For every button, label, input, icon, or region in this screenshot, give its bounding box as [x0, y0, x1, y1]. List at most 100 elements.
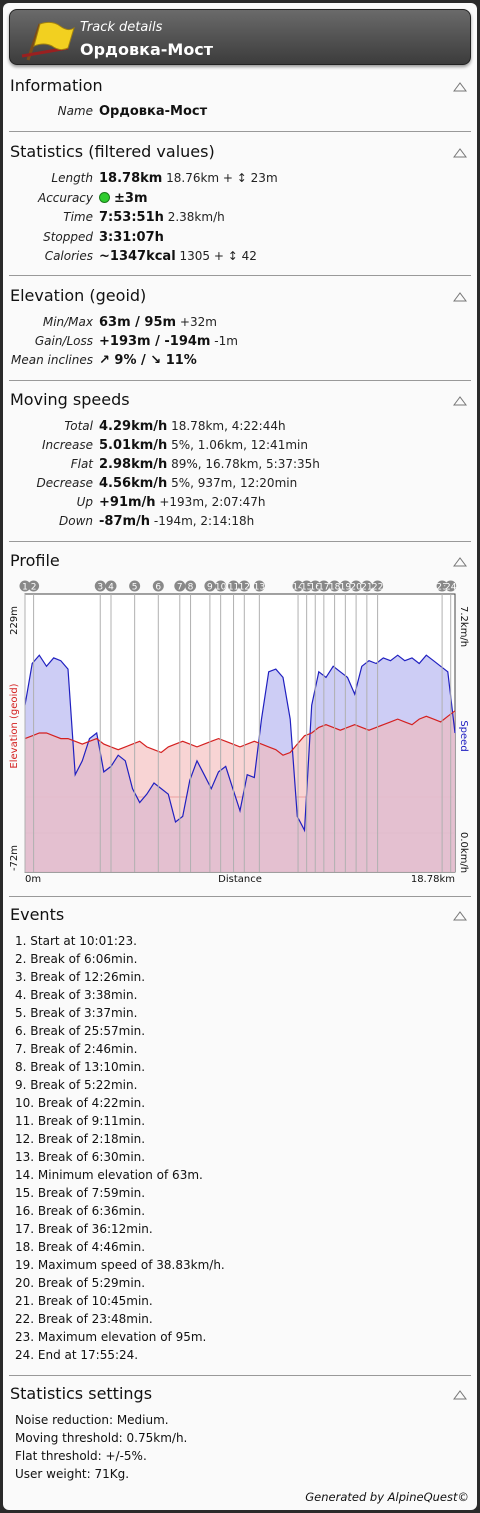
divider — [9, 1375, 471, 1376]
row-extra: 5%, 1.06km, 12:41min — [167, 438, 308, 452]
divider — [9, 541, 471, 542]
event-marker[interactable]: 6 — [152, 580, 164, 593]
list-item: Noise reduction: Medium. — [15, 1413, 169, 1427]
row-label: Decrease — [36, 476, 93, 490]
svg-text:7: 7 — [177, 583, 183, 593]
row-value: ↗ 9% / ↘ 11% — [99, 353, 197, 368]
section-events-title[interactable]: Events — [10, 905, 65, 924]
list-item: Flat threshold: +/-5%. — [15, 1449, 147, 1463]
row-extra: 18.78km, 4:22:44h — [167, 419, 286, 433]
name-value: Ордовка-Мост — [99, 104, 208, 119]
list-item: 5. Break of 3:37min. — [15, 1006, 138, 1020]
row-value: 4.56km/h — [99, 476, 168, 491]
moving-row: Increase 5.01km/h 5%, 1.06km, 12:41min — [3, 438, 477, 457]
accuracy-status-icon — [99, 191, 110, 203]
y-left-axis-label: Elevation (geoid) — [9, 683, 20, 768]
statistics-row: Time 7:53:51h 2.38km/h — [3, 210, 477, 229]
section-statistics-title[interactable]: Statistics (filtered values) — [10, 142, 215, 161]
y-right-max-label: 7.2km/h — [458, 606, 469, 647]
list-item: 16. Break of 6:36min. — [15, 1204, 146, 1218]
list-item: 1. Start at 10:01:23. — [15, 934, 137, 948]
info-name-row: Name Ордовка-Мост — [3, 104, 477, 123]
event-marker[interactable]: 11 — [228, 580, 239, 593]
list-item: 7. Break of 2:46min. — [15, 1042, 138, 1056]
event-marker[interactable]: 12 — [239, 580, 250, 593]
statistics-row: Accuracy ±3m — [3, 191, 477, 210]
section-elevation-title[interactable]: Elevation (geoid) — [10, 286, 147, 305]
row-value: 2.98km/h — [99, 457, 168, 472]
svg-text:11: 11 — [228, 583, 239, 593]
event-marker[interactable]: 17 — [318, 580, 330, 593]
row-value: +193m / -194m — [99, 334, 211, 349]
section-moving-title[interactable]: Moving speeds — [10, 390, 130, 409]
event-marker[interactable]: 10 — [215, 580, 227, 593]
collapse-icon[interactable] — [453, 1390, 467, 1400]
flag-icon — [21, 21, 75, 61]
list-item: 2. Break of 6:06min. — [15, 952, 138, 966]
event-marker[interactable]: 2 — [28, 580, 40, 593]
event-marker[interactable]: 21 — [361, 580, 373, 593]
list-item: 10. Break of 4:22min. — [15, 1096, 146, 1110]
row-value: -87m/h — [99, 514, 151, 529]
event-marker[interactable]: 19 — [340, 580, 352, 593]
event-marker[interactable]: 23 — [436, 580, 448, 593]
svg-text:21: 21 — [361, 583, 372, 593]
svg-text:16: 16 — [310, 583, 322, 593]
row-label: Time — [63, 210, 93, 224]
event-marker[interactable]: 3 — [94, 580, 106, 593]
collapse-icon[interactable] — [453, 911, 467, 921]
svg-text:13: 13 — [254, 583, 265, 593]
collapse-icon[interactable] — [453, 292, 467, 302]
event-marker[interactable]: 1 — [19, 580, 31, 593]
section-information-title[interactable]: Information — [10, 76, 103, 95]
event-marker[interactable]: 7 — [174, 580, 186, 593]
x-end-label: 18.78km — [411, 874, 455, 885]
section-settings-title[interactable]: Statistics settings — [10, 1384, 153, 1403]
moving-row: Decrease 4.56km/h 5%, 937m, 12:20min — [3, 476, 477, 495]
event-marker[interactable]: 16 — [310, 580, 322, 593]
event-marker[interactable]: 13 — [254, 580, 265, 593]
event-marker[interactable]: 14 — [292, 580, 304, 593]
list-item: 4. Break of 3:38min. — [15, 988, 138, 1002]
event-marker[interactable]: 4 — [105, 580, 117, 593]
svg-text:6: 6 — [155, 583, 161, 593]
event-marker[interactable]: 24 — [445, 580, 457, 593]
y-right-axis-label: Speed — [458, 720, 469, 751]
x-start-label: 0m — [25, 874, 41, 885]
svg-text:18: 18 — [329, 583, 341, 593]
row-extra: +193m, 2:07:47h — [155, 495, 266, 509]
row-label: Down — [58, 514, 93, 528]
row-value: 63m / 95m — [99, 315, 177, 330]
row-extra: -1m — [210, 334, 238, 348]
event-marker[interactable]: 8 — [185, 580, 197, 593]
event-marker[interactable]: 18 — [329, 580, 341, 593]
row-label: Total — [64, 419, 93, 433]
event-marker[interactable]: 5 — [129, 580, 141, 593]
name-label: Name — [57, 104, 93, 118]
collapse-icon[interactable] — [453, 148, 467, 158]
settings-list: Noise reduction: Medium. Moving threshold… — [15, 1411, 187, 1483]
generated-by-label: Generated by AlpineQuest© — [305, 1490, 469, 1504]
collapse-icon[interactable] — [453, 396, 467, 406]
section-profile-title[interactable]: Profile — [10, 551, 60, 570]
event-marker[interactable]: 15 — [301, 580, 312, 593]
svg-text:3: 3 — [97, 583, 103, 593]
divider — [9, 896, 471, 897]
row-label: Increase — [41, 438, 93, 452]
y-left-max-label: 229m — [9, 606, 20, 635]
event-marker[interactable]: 22 — [372, 580, 383, 593]
row-value: 7:53:51h — [99, 210, 164, 225]
header-bar: Track details Ордовка-Мост — [9, 9, 471, 65]
event-marker[interactable]: 9 — [204, 580, 216, 593]
row-label: Gain/Loss — [34, 334, 93, 348]
svg-text:9: 9 — [207, 583, 213, 593]
event-marker[interactable]: 20 — [350, 580, 362, 593]
row-value: 4.29km/h — [99, 419, 168, 434]
collapse-icon[interactable] — [453, 82, 467, 92]
divider — [9, 275, 471, 276]
elevation-line — [24, 710, 456, 756]
list-item: 21. Break of 10:45min. — [15, 1294, 153, 1308]
collapse-icon[interactable] — [453, 557, 467, 567]
row-extra: 18.76km + ↕ 23m — [162, 171, 278, 185]
